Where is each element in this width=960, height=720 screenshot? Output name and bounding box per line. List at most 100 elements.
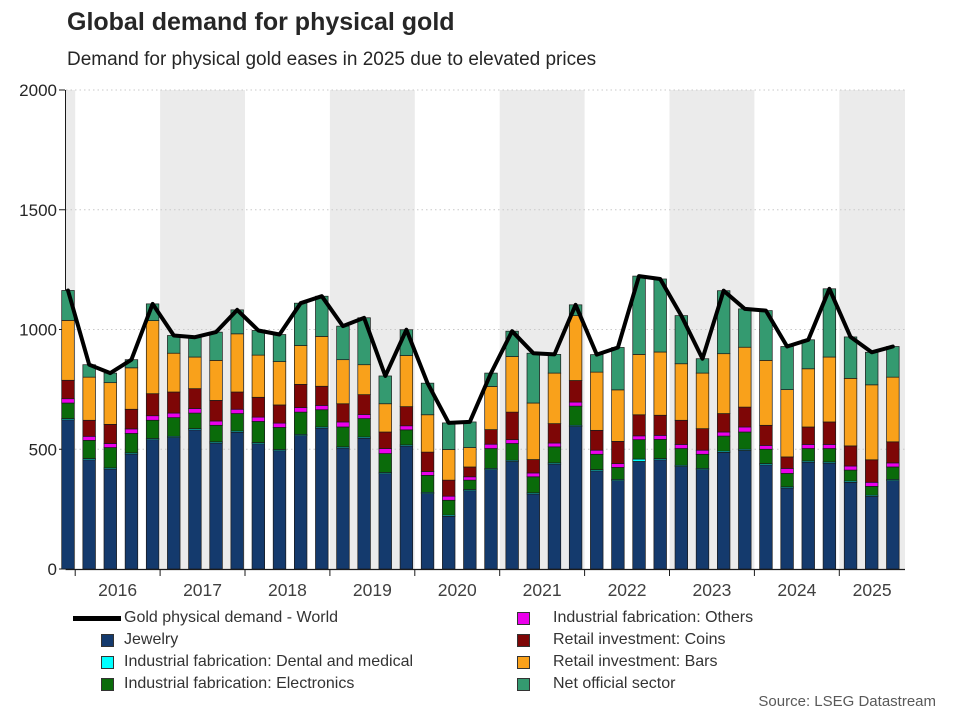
legend-label: Industrial fabrication: Electronics	[124, 675, 355, 692]
bar-segment	[695, 453, 710, 469]
bar-segment	[568, 426, 583, 570]
x-axis-year-label: 2025	[853, 580, 892, 600]
bar-segment	[272, 404, 287, 424]
bar-segment	[653, 459, 667, 570]
x-axis-year-label: 2018	[268, 580, 307, 600]
bar-segment	[695, 358, 710, 374]
bar-segment	[209, 360, 223, 401]
bar-segment	[294, 411, 308, 435]
legend-item: Industrial fabrication: Electronics	[73, 673, 413, 695]
bar-segment	[336, 403, 350, 423]
bar-segment	[188, 408, 202, 414]
bar-segment	[378, 473, 392, 570]
bar-segment	[442, 422, 456, 450]
bar-segment	[463, 466, 477, 478]
x-axis-year-label: 2023	[692, 580, 731, 600]
bar-segment	[82, 435, 96, 441]
bar-segment	[82, 440, 96, 459]
y-axis-tick-label: 1500	[19, 201, 57, 220]
bar-segment	[738, 346, 752, 408]
bar-segment	[547, 442, 562, 448]
bar-segment	[442, 499, 456, 516]
bar-segment	[357, 394, 371, 415]
bar-segment	[886, 462, 900, 468]
chart-subtitle: Demand for physical gold eases in 2025 d…	[67, 49, 597, 70]
bar-segment	[251, 354, 266, 398]
bar-segment	[611, 467, 625, 480]
bar-segment	[716, 353, 731, 414]
bar-segment	[357, 418, 371, 438]
bar-segment	[865, 351, 879, 386]
bar-segment	[145, 320, 160, 395]
bar-segment	[716, 413, 731, 433]
bar-segment	[167, 437, 181, 570]
legend-label: Retail investment: Coins	[553, 631, 726, 648]
bar-segment	[547, 354, 562, 374]
legend-label: Retail investment: Bars	[553, 653, 718, 670]
bar-segment	[103, 447, 117, 469]
bar-segment	[653, 414, 667, 436]
bar-segment	[378, 375, 392, 405]
legend-box-swatch	[73, 633, 124, 647]
bar-segment	[145, 393, 160, 417]
bar-segment	[484, 469, 498, 570]
bar-segment	[399, 429, 414, 446]
bar-segment	[145, 415, 160, 421]
bar-segment	[674, 444, 688, 449]
bar-segment	[272, 422, 287, 428]
bar-segment	[547, 423, 562, 444]
bar-segment	[801, 448, 815, 462]
bar-segment	[822, 421, 837, 445]
bar-segment	[294, 383, 308, 408]
bar-segment	[738, 450, 752, 570]
bar-segment	[463, 490, 477, 570]
bar-segment	[780, 346, 794, 390]
legend-item: Net official sector	[517, 673, 753, 695]
bar-segment	[294, 407, 308, 413]
bar-segment	[82, 376, 96, 421]
bar-segment	[780, 487, 794, 570]
bar-segment	[188, 388, 202, 409]
bar-segment	[251, 330, 266, 356]
bar-segment	[886, 480, 900, 570]
bar-segment	[695, 469, 710, 570]
bar-segment	[547, 463, 562, 570]
legend-item: Retail investment: Coins	[517, 629, 753, 651]
bar-segment	[336, 426, 350, 448]
bar-segment	[463, 476, 477, 481]
bar-segment	[145, 439, 160, 570]
x-axis-year-label: 2024	[777, 580, 816, 600]
bar-segment	[865, 459, 879, 483]
bar-segment	[632, 435, 646, 441]
bar-segment	[505, 411, 519, 441]
bar-segment	[590, 371, 604, 431]
bar-segment	[716, 435, 731, 452]
swatch-color	[517, 677, 530, 691]
bar-segment	[420, 451, 435, 472]
bar-segment	[590, 453, 604, 470]
swatch-color	[517, 655, 530, 669]
bar-segment	[230, 431, 244, 570]
legend-label: Industrial fabrication: Dental and medic…	[124, 653, 414, 670]
bar-segment	[272, 334, 287, 362]
bar-segment	[251, 416, 266, 422]
bar-segment	[843, 469, 858, 482]
bar-segment	[780, 389, 794, 458]
legend-item: Gold physical demand - World	[73, 607, 413, 629]
bar-segment	[822, 448, 837, 463]
legend-line-swatch	[73, 615, 124, 621]
bar-segment	[843, 445, 858, 467]
world-demand-line	[66, 274, 895, 425]
bar-segment	[526, 459, 540, 474]
bar-segment	[780, 473, 794, 488]
legend-item: Industrial fabrication: Others	[517, 607, 753, 629]
bar-segment	[568, 405, 583, 426]
bar-segment	[780, 468, 794, 474]
bar-segment	[251, 421, 266, 443]
bar-segment	[716, 431, 731, 437]
bar-segment	[526, 402, 540, 460]
bar-segment	[674, 466, 688, 570]
bar-segment	[738, 406, 752, 428]
bar-segment	[463, 447, 477, 468]
